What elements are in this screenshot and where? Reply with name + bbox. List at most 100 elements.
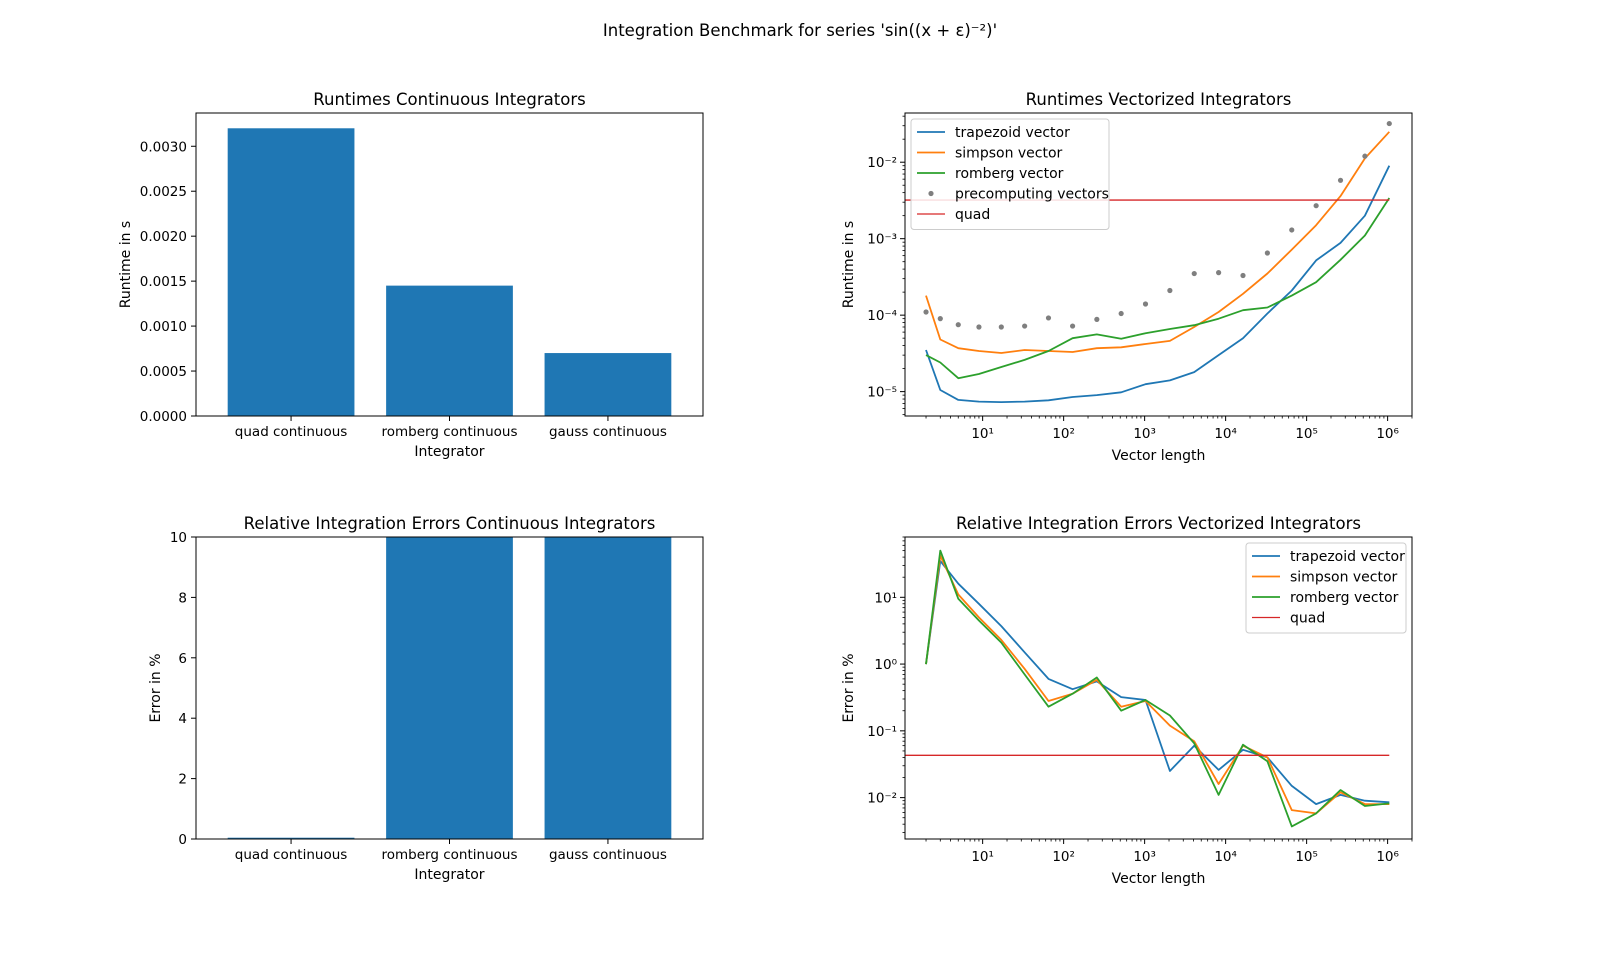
x-tick-label: 10⁶ (1376, 849, 1399, 865)
bar (386, 285, 513, 416)
y-tick-label: 0.0005 (140, 364, 187, 380)
bar (544, 353, 672, 416)
data-point (1069, 323, 1076, 329)
y-tick-label: 0.0000 (140, 409, 187, 425)
x-tick-label: 10⁶ (1376, 426, 1399, 442)
y-tick-label: 10⁰ (874, 657, 897, 673)
chart-title: Runtimes Continuous Integrators (313, 90, 585, 109)
x-tick-label: quad continuous (235, 847, 348, 863)
runtimes-continuous-chart: Runtimes Continuous Integrators quad cont… (118, 90, 704, 460)
data-point (923, 309, 929, 315)
runtimes-vectorized-chart: Runtimes Vectorized Integrators 10¹ 10² 10³… (841, 90, 1413, 464)
x-axis-label: Integrator (414, 444, 484, 460)
errors-continuous-chart: Relative Integration Errors Continuous I… (148, 514, 704, 883)
legend-marker (928, 190, 934, 197)
data-point (1313, 203, 1319, 209)
data-point (1142, 301, 1149, 307)
axes-frame (904, 536, 1413, 840)
legend-label: trapezoid vector (955, 125, 1070, 141)
series-line-simpson-vector (925, 131, 1390, 354)
axes-frame (195, 536, 704, 840)
figure-suptitle: Integration Benchmark for series 'sin((x… (603, 21, 997, 40)
legend-label: simpson vector (1290, 570, 1398, 586)
y-axis-label: Error in % (148, 653, 164, 722)
data-point (1264, 250, 1270, 256)
data-point (1045, 315, 1052, 321)
y-tick-label: 4 (178, 711, 187, 727)
legend-label: quad (1290, 611, 1325, 627)
x-tick-label: 10² (1052, 849, 1075, 865)
series-line-romberg-vector (925, 197, 1391, 380)
axes-frame (195, 112, 704, 417)
y-tick-label: 0 (178, 832, 187, 848)
x-tick-label: romberg continuous (382, 424, 518, 440)
x-axis-label: Integrator (414, 867, 484, 883)
y-axis-label: Runtime in s (118, 221, 134, 308)
data-point (1022, 323, 1028, 329)
y-tick-label: 0.0020 (140, 229, 187, 245)
y-tick-label: 10⁻⁴ (867, 308, 897, 324)
legend-label: romberg vector (1290, 590, 1399, 606)
y-tick-label: 10⁻⁵ (867, 385, 897, 401)
legend: trapezoid vector simpson vector romberg ve… (1245, 542, 1407, 634)
x-tick-label: 10⁴ (1214, 849, 1237, 865)
legend-label: precomputing vectors (955, 187, 1109, 203)
legend-label: simpson vector (955, 146, 1063, 162)
axes-frame (904, 112, 1413, 417)
y-tick-label: 6 (178, 651, 187, 667)
x-tick-label: 10² (1052, 426, 1075, 442)
y-tick-label: 10¹ (874, 590, 897, 606)
legend-label: romberg vector (955, 166, 1064, 182)
bar (227, 837, 355, 839)
series-line-trapezoid-vector (925, 165, 1391, 404)
bar (544, 537, 672, 839)
y-tick-label: 10⁻² (867, 155, 897, 171)
series-line-romberg-vector (925, 549, 1390, 828)
y-tick-label: 0.0010 (140, 319, 187, 335)
legend-label: trapezoid vector (1290, 549, 1405, 565)
x-tick-label: quad continuous (235, 424, 348, 440)
data-point (1191, 270, 1197, 277)
x-tick-label: 10¹ (971, 849, 994, 865)
data-point (976, 324, 982, 330)
legend-frame (1245, 542, 1407, 634)
x-tick-label: 10¹ (971, 426, 994, 442)
bar (386, 537, 513, 839)
y-tick-label: 2 (178, 772, 187, 788)
x-tick-label: 10³ (1133, 849, 1156, 865)
y-tick-label: 10⁻¹ (867, 724, 897, 740)
data-point (937, 316, 943, 322)
data-point (1167, 287, 1173, 294)
y-tick-label: 10⁻² (867, 791, 897, 807)
data-point (1094, 316, 1100, 322)
data-point (1216, 270, 1222, 276)
x-tick-label: 10⁵ (1295, 849, 1318, 865)
y-tick-label: 0.0025 (140, 184, 187, 200)
y-tick-label: 8 (178, 590, 187, 606)
data-point (1337, 177, 1344, 183)
y-axis-label: Error in % (841, 653, 857, 722)
y-tick-label: 0.0015 (140, 274, 187, 290)
x-tick-label: 10³ (1133, 426, 1156, 442)
data-point (1289, 227, 1295, 233)
chart-title: Runtimes Vectorized Integrators (1026, 90, 1292, 109)
data-point (1118, 310, 1124, 317)
errors-vectorized-chart: Relative Integration Errors Vectorized I… (841, 514, 1413, 887)
x-tick-label: 10⁴ (1214, 426, 1237, 442)
data-point (1386, 120, 1392, 127)
legend-label: quad (955, 207, 990, 223)
x-axis-label: Vector length (1112, 448, 1206, 464)
x-tick-label: gauss continuous (549, 424, 667, 440)
chart-title: Relative Integration Errors Continuous I… (244, 514, 656, 533)
legend: trapezoid vector simpson vector romberg ve… (910, 118, 1110, 230)
data-point (998, 324, 1004, 330)
x-tick-label: romberg continuous (382, 847, 518, 863)
y-tick-label: 10 (170, 530, 187, 546)
bar (227, 128, 355, 417)
y-tick-label: 10⁻³ (867, 232, 897, 248)
x-tick-label: gauss continuous (549, 847, 667, 863)
y-tick-label: 0.0030 (140, 139, 187, 155)
x-tick-label: 10⁵ (1295, 426, 1318, 442)
x-axis-label: Vector length (1112, 871, 1206, 887)
